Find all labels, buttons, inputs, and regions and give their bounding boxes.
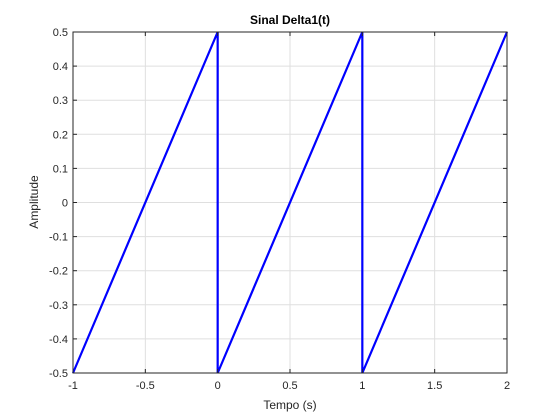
x-tick-label: -0.5 <box>136 380 155 392</box>
y-tick-label: 0.4 <box>53 61 68 73</box>
x-tick-label: -1 <box>68 380 78 392</box>
x-tick-label: 0.5 <box>282 380 297 392</box>
y-tick-label: 0 <box>62 198 68 210</box>
y-tick-label: 0.1 <box>53 163 68 175</box>
y-tick-label: 0.3 <box>53 95 68 107</box>
x-tick-label: 1 <box>359 380 365 392</box>
y-tick-label: -0.4 <box>49 334 68 346</box>
y-tick-label: -0.3 <box>49 300 68 312</box>
y-tick-label: 0.5 <box>53 27 68 39</box>
x-tick-label: 0 <box>215 380 221 392</box>
y-tick-label: -0.5 <box>49 368 68 380</box>
y-tick-label: -0.1 <box>49 232 68 244</box>
chart-title: Sinal Delta1(t) <box>250 13 330 27</box>
y-axis-label: Amplitude <box>27 175 41 229</box>
x-tick-label: 2 <box>504 380 510 392</box>
y-tick-label: 0.2 <box>53 129 68 141</box>
x-axis-label: Tempo (s) <box>263 398 316 412</box>
x-tick-label: 1.5 <box>427 380 442 392</box>
y-tick-label: -0.2 <box>49 266 68 278</box>
